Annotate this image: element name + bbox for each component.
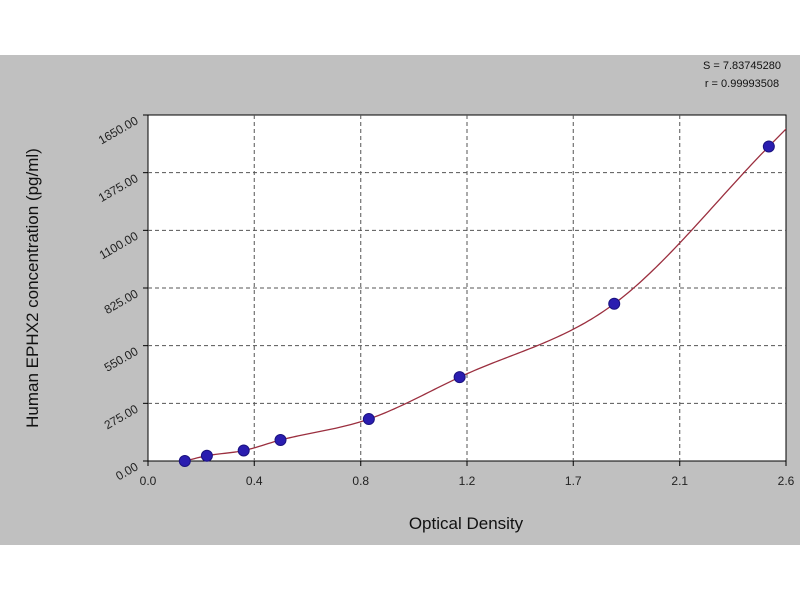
x-tick-label: 0.8	[352, 474, 369, 488]
x-tick-label: 2.1	[671, 474, 688, 488]
y-tick-label: 275.00	[102, 402, 141, 433]
x-tick-label: 1.2	[459, 474, 476, 488]
data-point	[608, 297, 621, 310]
stat-s-value: S = 7.83745280	[703, 60, 781, 72]
x-tick-label: 0.0	[140, 474, 157, 488]
y-tick-label: 550.00	[102, 344, 141, 375]
chart-figure: 0.0 0.4 0.8 1.2 1.7 2.1 2.6 0.00 275.00 550.00 825…	[0, 55, 800, 545]
stat-r-value: r = 0.99993508	[705, 78, 779, 90]
data-point	[762, 140, 775, 153]
chart-svg: 0.0 0.4 0.8 1.2 1.7 2.1 2.6 0.00 275.00 550.00 825…	[23, 60, 795, 533]
y-tick-label: 1650.00	[96, 113, 141, 147]
data-point	[362, 413, 375, 426]
x-tick-label: 0.4	[246, 474, 263, 488]
y-tick-label: 825.00	[102, 286, 141, 317]
data-point	[178, 455, 191, 467]
x-tick-label: 1.7	[565, 474, 582, 488]
data-point	[274, 434, 287, 447]
data-point	[453, 371, 466, 384]
data-points	[178, 140, 775, 467]
data-point	[200, 449, 213, 462]
data-point	[237, 444, 250, 457]
x-tick-label: 2.6	[778, 474, 795, 488]
x-axis-title: Optical Density	[409, 514, 524, 533]
y-tick-label: 1100.00	[97, 229, 141, 263]
fit-curve-group	[184, 128, 786, 461]
y-tick-label: 1375.00	[96, 171, 141, 205]
fit-curve	[184, 128, 786, 461]
grid-lines	[148, 115, 786, 461]
y-axis-title: Human EPHX2 concentration (pg/ml)	[23, 148, 42, 428]
y-tick-label: 0.00	[113, 459, 141, 483]
